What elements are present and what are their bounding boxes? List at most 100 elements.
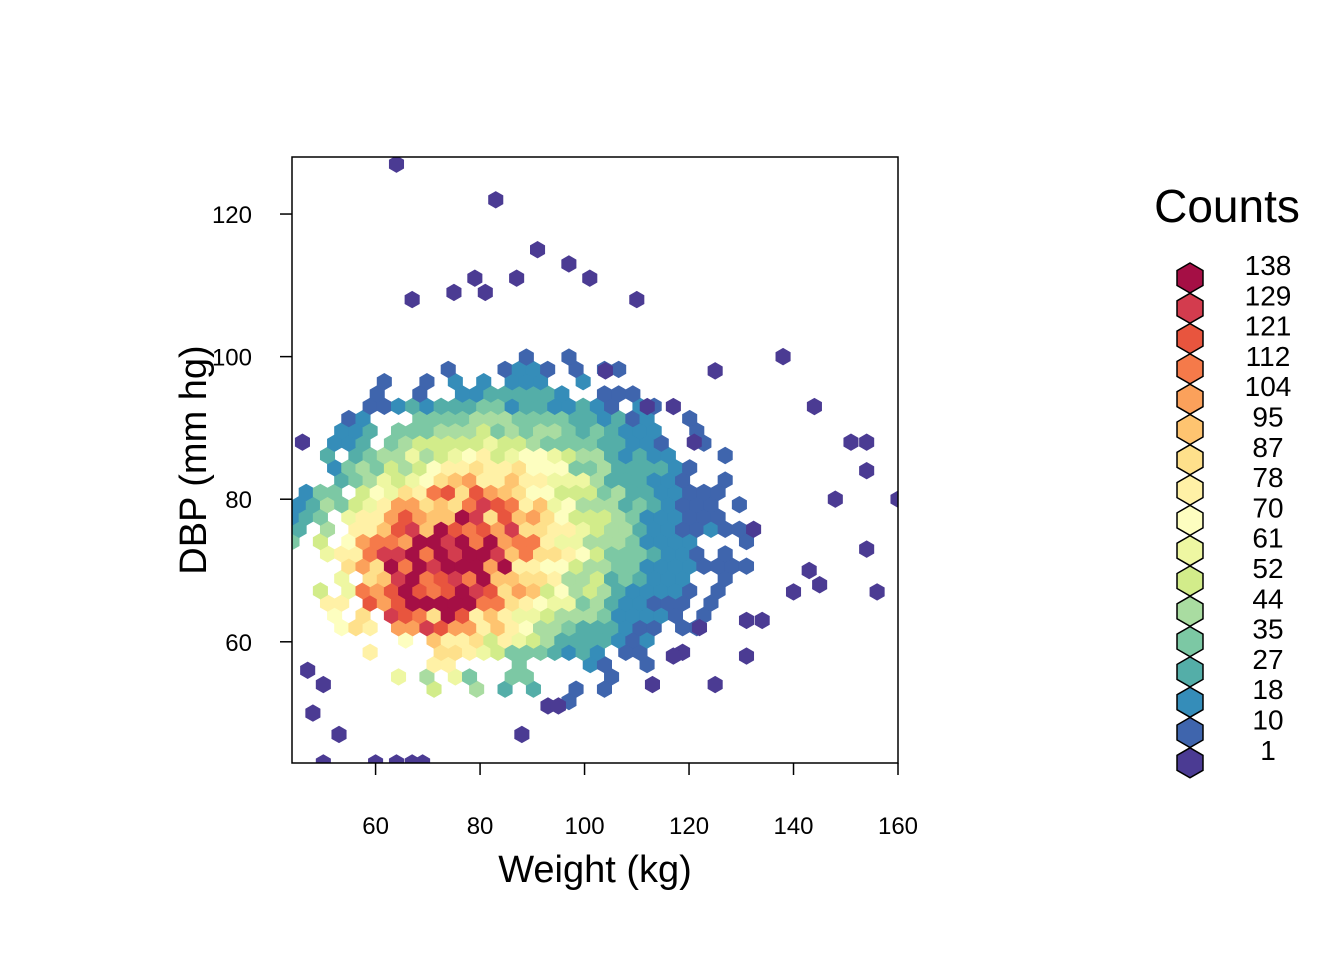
hex-cell bbox=[369, 459, 385, 477]
hex-cell bbox=[312, 532, 328, 551]
x-axis-title: Weight (kg) bbox=[498, 849, 692, 891]
x-tick-label: 140 bbox=[773, 813, 813, 840]
hex-cell bbox=[412, 459, 428, 477]
hex-cell bbox=[596, 409, 612, 428]
hex-cell bbox=[511, 557, 527, 575]
hex-cell bbox=[547, 594, 563, 612]
hex-cell bbox=[540, 508, 556, 526]
hex-cell bbox=[462, 422, 478, 440]
hex-cell bbox=[639, 409, 655, 428]
hex-cell bbox=[665, 647, 681, 665]
hex-cell bbox=[554, 483, 570, 502]
hex-cell bbox=[433, 545, 449, 563]
hex-cell bbox=[632, 594, 648, 612]
hex-cell bbox=[667, 508, 684, 526]
hex-cell bbox=[447, 569, 463, 588]
hex-cell bbox=[731, 520, 747, 538]
hex-cell bbox=[426, 655, 442, 674]
hex-cell bbox=[644, 675, 660, 694]
hex-cell bbox=[419, 422, 435, 440]
hex-cell bbox=[341, 459, 357, 477]
hex-cell bbox=[618, 569, 634, 588]
hex-cell bbox=[596, 606, 612, 625]
hex-cell bbox=[440, 508, 456, 526]
hex-cell bbox=[504, 545, 520, 563]
hex-cell bbox=[667, 557, 684, 575]
hex-cell bbox=[419, 545, 435, 563]
hex-cell bbox=[511, 508, 527, 526]
hex-cell bbox=[547, 545, 563, 563]
hex-cell bbox=[447, 520, 463, 538]
hex-cell bbox=[383, 459, 399, 477]
hex-cell bbox=[618, 545, 634, 563]
hex-cell bbox=[469, 557, 485, 575]
hex-cell bbox=[568, 631, 584, 649]
hex-cell bbox=[639, 397, 655, 416]
hex-cell bbox=[490, 496, 506, 514]
hex-cell bbox=[447, 545, 463, 563]
hex-cell bbox=[454, 582, 470, 600]
hex-cell bbox=[738, 611, 755, 630]
hex-cell bbox=[497, 582, 513, 600]
hex-cell bbox=[540, 532, 556, 551]
hex-cell bbox=[589, 496, 605, 514]
hex-cell bbox=[589, 594, 605, 612]
hex-cell bbox=[717, 446, 733, 465]
hex-cell bbox=[518, 520, 534, 538]
hex-cell bbox=[568, 582, 584, 600]
hex-cell bbox=[477, 283, 493, 302]
hex-cell bbox=[319, 545, 336, 563]
hex-cell bbox=[682, 459, 698, 477]
hex-cell bbox=[525, 409, 541, 428]
hex-cell bbox=[533, 471, 549, 489]
hex-cell bbox=[390, 668, 407, 686]
hex-cell bbox=[348, 520, 364, 538]
hex-cell bbox=[488, 191, 504, 209]
hex-cell bbox=[440, 655, 456, 674]
hex-cell bbox=[390, 446, 407, 465]
hex-cell bbox=[412, 508, 428, 526]
hex-cell bbox=[518, 422, 534, 440]
hex-cell bbox=[596, 434, 612, 452]
hex-cell bbox=[341, 557, 357, 575]
hex-cell bbox=[511, 655, 527, 674]
hex-cell bbox=[775, 347, 791, 366]
hex-cell bbox=[660, 471, 676, 489]
hex-cell bbox=[653, 557, 669, 575]
hex-cell bbox=[582, 483, 598, 502]
hex-cell bbox=[497, 385, 513, 403]
hex-cell bbox=[440, 434, 456, 452]
hex-cell bbox=[405, 545, 421, 563]
hex-cell bbox=[518, 397, 534, 415]
hex-cell bbox=[390, 520, 407, 538]
hex-cell bbox=[596, 483, 612, 502]
hex-cell bbox=[533, 373, 549, 391]
hex-cell bbox=[869, 583, 885, 601]
hex-cell bbox=[707, 362, 723, 380]
hex-cell bbox=[376, 545, 392, 563]
y-tick-label: 100 bbox=[212, 345, 252, 372]
hex-cell bbox=[327, 606, 343, 625]
hex-cell bbox=[518, 471, 534, 489]
hex-cell bbox=[327, 483, 343, 502]
hex-cell bbox=[469, 459, 485, 477]
hex-cell bbox=[589, 520, 605, 538]
hex-cell bbox=[362, 643, 378, 661]
hex-cell bbox=[575, 397, 591, 415]
hex-cell bbox=[362, 446, 378, 465]
hex-cell bbox=[518, 594, 534, 612]
hex-cell bbox=[504, 668, 520, 686]
hex-cell bbox=[653, 434, 669, 452]
hex-cell bbox=[533, 594, 549, 612]
hex-cell bbox=[390, 496, 407, 514]
hex-cell bbox=[554, 409, 570, 428]
hex-cell bbox=[369, 483, 385, 502]
hex-cell bbox=[490, 422, 506, 440]
hex-cell bbox=[469, 631, 485, 649]
hex-cell bbox=[419, 397, 435, 415]
hex-cell bbox=[653, 582, 669, 600]
hex-cell bbox=[547, 422, 563, 440]
hex-cell bbox=[696, 508, 712, 526]
hex-cell bbox=[504, 496, 520, 514]
legend-swatch bbox=[1176, 474, 1204, 506]
